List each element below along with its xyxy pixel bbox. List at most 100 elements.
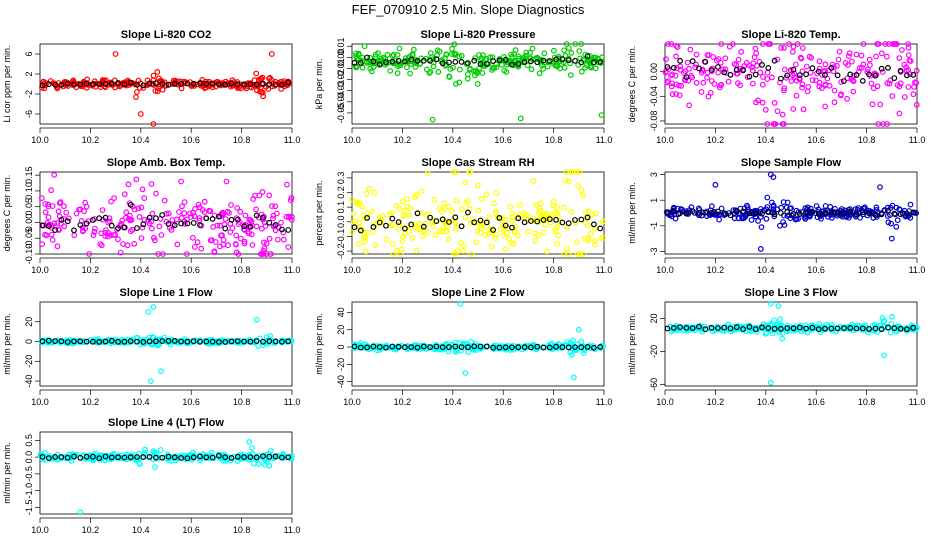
data-point-highlight bbox=[859, 209, 866, 216]
data-point-highlight bbox=[897, 67, 904, 74]
y-axis-label: ml/min per min. bbox=[627, 182, 637, 244]
data-point bbox=[769, 74, 775, 81]
data-point-highlight bbox=[584, 214, 591, 221]
data-point bbox=[282, 454, 288, 461]
data-point-highlight bbox=[134, 81, 140, 88]
data-point bbox=[718, 41, 725, 47]
data-point bbox=[349, 229, 356, 236]
data-point bbox=[793, 216, 800, 223]
data-point bbox=[120, 241, 126, 247]
data-point bbox=[418, 188, 425, 195]
x-tick-label: 10.4 bbox=[757, 135, 775, 145]
data-point bbox=[106, 81, 112, 88]
y-tick-label: 0.1 bbox=[336, 201, 346, 214]
data-point bbox=[274, 236, 281, 243]
data-point bbox=[390, 51, 397, 58]
data-point-highlight bbox=[847, 71, 854, 78]
y-tick-label: -0.01 bbox=[336, 58, 346, 79]
data-point bbox=[720, 66, 726, 73]
data-point bbox=[568, 208, 575, 215]
data-point-highlight bbox=[64, 80, 71, 87]
data-series bbox=[38, 171, 295, 257]
y-axis-label: Li cor ppm per min. bbox=[2, 45, 12, 122]
y-tick-label: 0.2 bbox=[336, 186, 346, 199]
data-point-highlight bbox=[171, 454, 178, 461]
data-point bbox=[194, 239, 201, 246]
data-point bbox=[742, 213, 749, 220]
data-point bbox=[877, 101, 884, 108]
data-series bbox=[39, 51, 293, 127]
data-point-highlight bbox=[853, 211, 860, 218]
data-point bbox=[524, 62, 531, 69]
data-point-highlight bbox=[370, 343, 377, 350]
data-point bbox=[432, 231, 439, 238]
data-point bbox=[774, 108, 781, 114]
data-point-highlight bbox=[190, 338, 197, 345]
data-point-highlight bbox=[272, 221, 279, 228]
data-point bbox=[248, 218, 255, 225]
data-point bbox=[111, 195, 117, 202]
data-point bbox=[903, 212, 910, 219]
x-tick-label: 10.2 bbox=[707, 265, 725, 275]
data-point bbox=[576, 169, 583, 175]
data-point-highlight bbox=[515, 344, 522, 351]
data-point bbox=[488, 243, 495, 250]
data-point bbox=[261, 245, 268, 252]
data-point-highlight bbox=[490, 227, 497, 233]
data-point bbox=[770, 121, 777, 127]
data-point bbox=[564, 339, 571, 345]
y-axis-label: ml/min per min. bbox=[627, 313, 637, 375]
data-point bbox=[477, 57, 484, 64]
data-point-highlight bbox=[841, 210, 847, 217]
data-point-outlier bbox=[246, 439, 253, 445]
data-point bbox=[760, 74, 766, 80]
data-series bbox=[663, 171, 919, 252]
data-point bbox=[445, 203, 452, 210]
data-point bbox=[517, 202, 524, 208]
data-point bbox=[523, 49, 530, 56]
data-point bbox=[512, 47, 519, 54]
data-point bbox=[844, 95, 850, 102]
data-point-highlight bbox=[784, 325, 791, 332]
data-point-highlight bbox=[140, 339, 147, 345]
data-point-outlier bbox=[762, 106, 769, 113]
data-point-outlier bbox=[575, 326, 582, 333]
data-point-highlight bbox=[433, 343, 440, 350]
data-point bbox=[372, 242, 378, 249]
data-point-highlight bbox=[664, 64, 671, 70]
data-point-highlight bbox=[778, 210, 784, 216]
data-point bbox=[770, 202, 777, 209]
data-point bbox=[131, 240, 138, 247]
data-point bbox=[379, 212, 386, 219]
data-point bbox=[286, 213, 292, 220]
data-point-highlight bbox=[146, 338, 153, 345]
data-point-highlight bbox=[546, 58, 553, 64]
x-tick-label: 10.0 bbox=[343, 265, 361, 275]
data-point bbox=[181, 220, 188, 227]
data-point bbox=[396, 45, 403, 52]
data-point bbox=[566, 45, 572, 51]
data-point-highlight bbox=[528, 218, 534, 224]
data-point bbox=[123, 209, 130, 216]
data-point bbox=[393, 202, 400, 209]
data-point-highlight bbox=[234, 216, 241, 223]
data-point bbox=[71, 232, 78, 239]
data-point bbox=[701, 323, 708, 330]
data-point bbox=[505, 58, 512, 64]
data-point-highlight bbox=[241, 81, 248, 88]
data-point bbox=[419, 233, 426, 240]
y-tick-label: 0.00 bbox=[649, 63, 659, 81]
data-point bbox=[465, 197, 472, 204]
data-point bbox=[207, 237, 214, 244]
data-point bbox=[462, 179, 469, 186]
data-point bbox=[443, 51, 450, 57]
data-point bbox=[411, 221, 418, 228]
data-point bbox=[799, 84, 805, 91]
chart-panel: Slope Li-820 CO2 Li cor ppm per min. 10.0 1… bbox=[2, 29, 300, 145]
data-point-highlight bbox=[841, 78, 847, 84]
data-point bbox=[873, 71, 880, 78]
data-point-highlight bbox=[102, 453, 109, 460]
data-point bbox=[879, 315, 886, 321]
data-point-highlight bbox=[702, 326, 709, 333]
data-point-highlight bbox=[215, 339, 222, 345]
